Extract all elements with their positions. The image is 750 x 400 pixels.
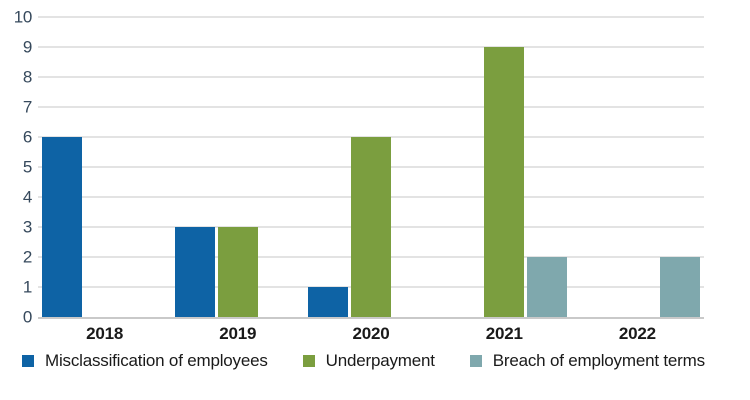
bar-misclassification-2019 xyxy=(174,227,215,317)
x-axis-label-2020: 2020 xyxy=(352,324,390,343)
gridline-7 xyxy=(38,106,704,108)
legend-swatch-misclassification xyxy=(22,355,34,368)
bars-layer xyxy=(38,17,704,317)
legend-item-underpayment: Underpayment xyxy=(302,351,435,371)
legend-swatch-underpayment xyxy=(302,355,315,368)
bar-group-2018 xyxy=(38,17,171,317)
bar-underpayment-2020 xyxy=(351,137,391,317)
legend: Misclassification of employees Underpaym… xyxy=(22,351,705,371)
y-axis-tick-label-9: 9 xyxy=(22,37,32,57)
plot-area xyxy=(38,16,704,319)
legend-swatch-breach xyxy=(469,355,482,368)
x-axis-label-2021: 2021 xyxy=(485,324,523,343)
y-axis-tick-label-2: 2 xyxy=(22,247,32,267)
y-axis-tick-label-7: 7 xyxy=(22,97,32,117)
gridline-10 xyxy=(38,16,704,18)
legend-item-misclassification: Misclassification of employees xyxy=(22,351,268,371)
bar-group-2021 xyxy=(438,17,571,317)
bar-group-2020 xyxy=(304,17,437,317)
y-axis-tick-label-6: 6 xyxy=(22,127,32,147)
bar-misclassification-2018 xyxy=(41,137,82,317)
y-axis-tick-label-4: 4 xyxy=(22,187,32,207)
bar-breach-2021 xyxy=(527,257,568,317)
gridline-8 xyxy=(38,76,704,78)
x-axis-line xyxy=(38,317,704,319)
x-axis-labels: 2018 2019 2020 2021 2022 xyxy=(38,324,704,344)
legend-label-misclassification: Misclassification of employees xyxy=(45,351,268,370)
bar-underpayment-2019 xyxy=(217,227,258,317)
bar-underpayment-2021 xyxy=(484,47,525,317)
gridline-9 xyxy=(38,46,704,48)
bar-breach-2022 xyxy=(660,257,701,317)
y-axis-tick-label-3: 3 xyxy=(22,217,32,237)
legend-item-breach: Breach of employment terms xyxy=(469,351,705,371)
y-axis-tick-label-8: 8 xyxy=(22,67,32,87)
x-axis-label-2018: 2018 xyxy=(86,324,124,343)
bar-group-2022 xyxy=(571,17,704,317)
y-axis: 0 1 2 3 4 5 6 7 8 9 10 xyxy=(0,9,33,326)
bar-group-2019 xyxy=(171,17,304,317)
legend-label-underpayment: Underpayment xyxy=(325,351,435,370)
y-axis-tick-label-5: 5 xyxy=(22,157,32,177)
x-axis-label-2019: 2019 xyxy=(219,324,257,343)
y-axis-tick-label-0: 0 xyxy=(22,307,32,327)
bar-misclassification-2020 xyxy=(308,287,348,317)
x-axis-label-2022: 2022 xyxy=(618,324,656,343)
legend-label-breach: Breach of employment terms xyxy=(492,351,705,370)
y-axis-tick-label-1: 1 xyxy=(22,277,32,297)
y-axis-tick-label-10: 10 xyxy=(13,7,33,27)
